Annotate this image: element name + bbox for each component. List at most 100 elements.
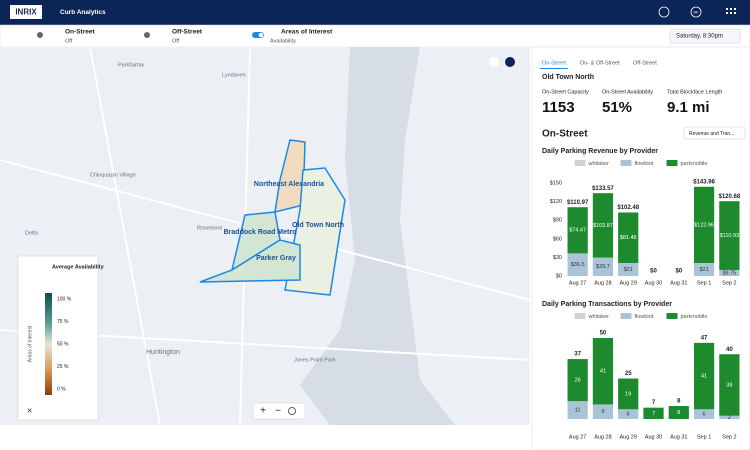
layer-name[interactable]: Off-Street [172,29,203,36]
x-tick-label: Sep 2 [722,280,736,286]
bar-segment [719,415,740,419]
legend-label: parkmobile [681,314,708,320]
x-tick-label: Sep 1 [697,280,711,286]
layers-button[interactable] [288,407,296,415]
location-name: Old Town North [542,74,594,81]
bar-segment [693,186,715,263]
data-label: $74.47 [569,228,586,234]
area-parker-gray[interactable] [199,239,301,283]
legend-swatch [666,160,678,166]
legend-close[interactable]: × [27,405,32,415]
stat-value: 51% [602,99,632,116]
data-label: 41 [701,374,707,380]
area-label: Parker Gray [256,255,296,262]
layer-state: Off [65,38,73,44]
x-tick-label: Aug 31 [670,434,687,440]
layer-name[interactable]: Areas of Interest [281,29,333,36]
metric-select[interactable] [683,126,746,140]
stat-value: 1153 [542,99,575,116]
data-label: $29.7 [596,264,610,270]
data-label: $21 [699,267,708,273]
total-label: 8 [677,399,681,405]
legend-tick-label: 0 % [57,386,66,392]
locate-button[interactable] [505,57,515,67]
toolbar [0,24,750,48]
zoom-in[interactable]: + [260,406,266,417]
legend-label: whitaker [588,161,610,167]
y-tick-label: $0 [556,273,562,279]
bar-segment [567,207,588,254]
bar-segment [693,342,715,410]
legend-tick-label: 75 % [57,319,69,325]
section-title: On-Street [542,129,588,140]
x-tick-label: Aug 30 [645,434,662,440]
data-label: $103.87 [593,223,613,229]
y-tick-label: $90 [553,218,562,224]
layer-name[interactable]: On-Street [65,29,95,36]
user-avatar[interactable] [690,6,702,18]
charts: Daily Parking Revenue by Provider whitake… [542,148,741,441]
legend-tick-label: 50 % [57,341,69,347]
data-label: 8 [677,410,680,416]
bar-segment [668,406,689,419]
stat-label: Total Blockface Length [667,89,722,95]
layer-dot[interactable] [144,32,150,38]
x-tick-label: Aug 30 [645,280,662,286]
total-label: $0 [650,269,657,275]
area-label: Old Town North [292,222,344,229]
help-icon[interactable] [658,6,670,18]
logo: INRIX [15,8,37,17]
x-tick-label: Aug 27 [569,434,586,440]
legend-gradient [45,293,52,395]
legend-tick-label: 100 % [57,296,72,302]
tab[interactable]: Off-Street [633,60,657,66]
total-label: $0 [675,269,682,275]
legend-swatch [574,160,586,166]
datetime: Saturday, 8:30pm [676,34,723,40]
place-label: Rosemont [197,225,223,231]
y-tick-label: $120 [550,199,562,205]
layer-state: Availability [270,38,296,44]
x-tick-label: Aug 28 [594,434,611,440]
user-initials: MF [693,10,698,14]
place-label: Huntington [146,349,180,356]
total-label: 37 [574,352,581,358]
legend-swatch [574,313,586,319]
stat-value: 9.1 mi [667,99,710,116]
legend-label: flowbird [635,314,654,320]
area-label: Northeast Alexandria [254,181,324,188]
logo-box [10,5,42,19]
data-label: 7 [652,411,655,417]
tab[interactable]: On- & Off-Street [580,60,620,66]
y-tick-label: $30 [553,255,562,261]
chart-title: Daily Parking Transactions by Provider [542,301,672,308]
bar-segment [567,253,588,276]
place-label: Jones Point Park [294,357,336,363]
zoom-out[interactable]: − [275,406,281,417]
layer-dot[interactable] [37,32,43,38]
bar-segment [618,212,639,263]
datetime-button[interactable] [669,28,741,44]
place-label: Delta [25,230,39,236]
tab[interactable]: On-Street [542,60,566,66]
bar-segment [618,262,639,276]
search-button[interactable] [489,57,499,67]
apps-icon[interactable] [726,8,736,14]
toggle-knob [258,32,264,38]
bar-segment [693,409,715,419]
tab-underline [540,68,568,69]
layer-state: Off [172,38,180,44]
bar-segment [643,407,664,419]
product-name: Curb Analytics [60,9,106,16]
legend-title: Average Availability [52,264,105,270]
x-tick-label: Aug 29 [619,280,636,286]
bar-segment [719,201,740,270]
area-northeast-alexandria[interactable] [274,139,306,214]
total-label: 47 [701,335,708,341]
data-label: $110.93 [720,233,739,239]
legend-label: flowbird [635,161,654,167]
bar-segment [592,404,614,419]
total-label: 40 [726,347,733,353]
total-label: 7 [652,400,656,406]
